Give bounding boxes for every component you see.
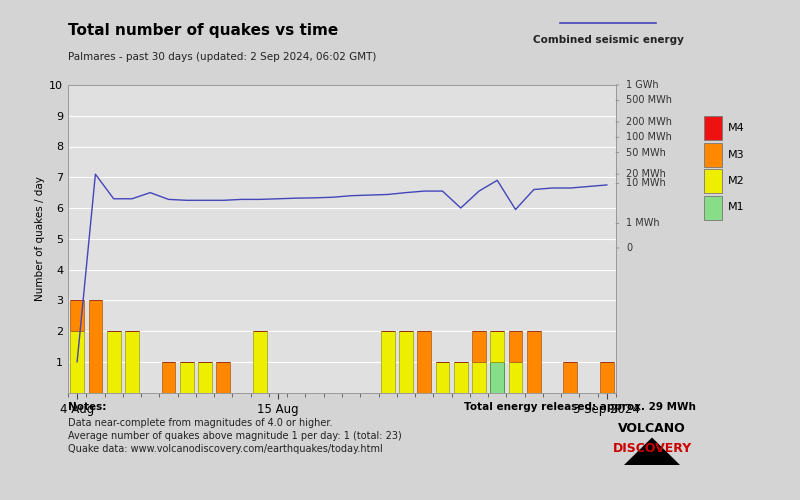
Bar xyxy=(70,300,84,331)
Text: Notes:: Notes: xyxy=(68,402,106,412)
Text: M1: M1 xyxy=(728,202,745,212)
Text: M3: M3 xyxy=(728,150,745,160)
Bar xyxy=(472,362,486,392)
Text: VOLCANO: VOLCANO xyxy=(618,422,686,436)
Y-axis label: Number of quakes / day: Number of quakes / day xyxy=(35,176,45,301)
Text: Total energy released: approx. 29 MWh: Total energy released: approx. 29 MWh xyxy=(464,402,696,412)
Bar xyxy=(527,331,541,392)
Bar xyxy=(89,300,102,392)
Bar xyxy=(563,362,577,392)
Bar xyxy=(107,331,121,392)
Text: 20 MWh: 20 MWh xyxy=(626,169,666,179)
Text: Quake data: www.volcanodiscovery.com/earthquakes/today.html: Quake data: www.volcanodiscovery.com/ear… xyxy=(68,444,382,454)
Text: 500 MWh: 500 MWh xyxy=(626,96,672,106)
Text: 100 MWh: 100 MWh xyxy=(626,132,672,142)
Text: Data near-complete from magnitudes of 4.0 or higher.: Data near-complete from magnitudes of 4.… xyxy=(68,418,333,428)
Bar xyxy=(180,362,194,392)
Text: Total number of quakes vs time: Total number of quakes vs time xyxy=(68,22,338,38)
Bar xyxy=(70,331,84,392)
Text: 50 MWh: 50 MWh xyxy=(626,148,666,158)
Bar xyxy=(198,362,212,392)
Bar xyxy=(490,362,504,392)
Bar xyxy=(454,362,467,392)
Bar xyxy=(472,331,486,362)
Text: 0: 0 xyxy=(626,243,633,253)
Bar xyxy=(436,362,450,392)
Bar xyxy=(509,331,522,362)
Bar xyxy=(125,331,138,392)
Text: Combined seismic energy: Combined seismic energy xyxy=(533,35,683,45)
Bar xyxy=(399,331,413,392)
Text: 10 MWh: 10 MWh xyxy=(626,178,666,188)
Bar xyxy=(600,362,614,392)
Bar xyxy=(381,331,394,392)
Text: 1 GWh: 1 GWh xyxy=(626,80,659,90)
Bar xyxy=(418,331,431,392)
Text: 200 MWh: 200 MWh xyxy=(626,117,672,127)
Bar xyxy=(490,331,504,362)
Text: Palmares - past 30 days (updated: 2 Sep 2024, 06:02 GMT): Palmares - past 30 days (updated: 2 Sep … xyxy=(68,52,376,62)
Text: M2: M2 xyxy=(728,176,745,186)
Bar xyxy=(509,362,522,392)
Bar xyxy=(162,362,175,392)
Text: M4: M4 xyxy=(728,123,745,133)
Bar xyxy=(217,362,230,392)
Text: DISCOVERY: DISCOVERY xyxy=(612,442,692,456)
Bar xyxy=(253,331,266,392)
Text: 1 MWh: 1 MWh xyxy=(626,218,660,228)
Text: Average number of quakes above magnitude 1 per day: 1 (total: 23): Average number of quakes above magnitude… xyxy=(68,431,402,441)
